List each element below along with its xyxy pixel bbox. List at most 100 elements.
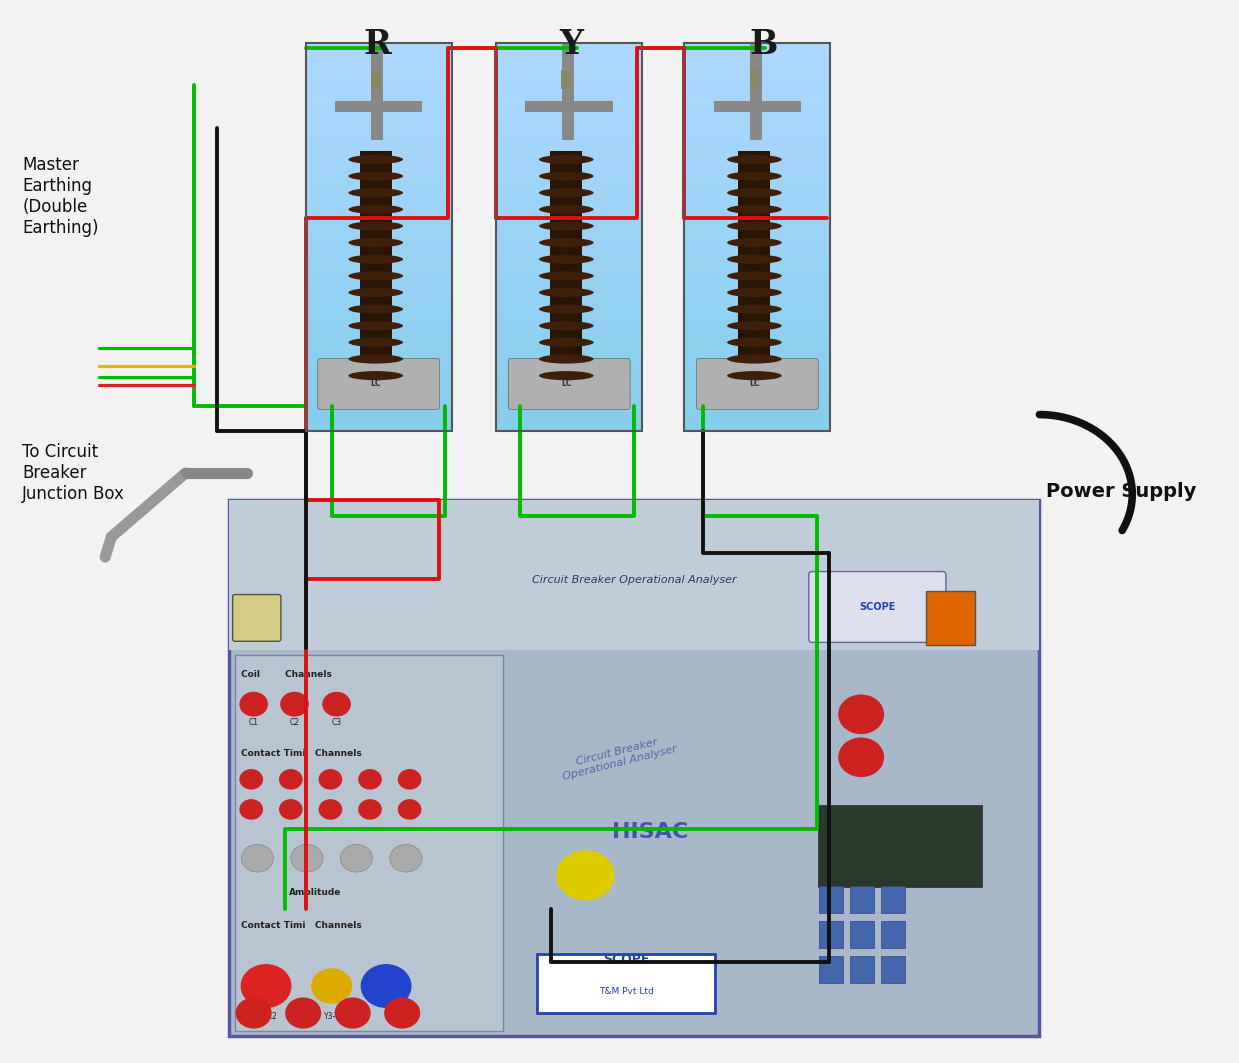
Circle shape: [323, 692, 351, 715]
Ellipse shape: [539, 255, 593, 264]
Bar: [497, 43, 642, 62]
Bar: [335, 101, 422, 113]
Bar: [684, 353, 830, 372]
Bar: [372, 43, 383, 139]
Ellipse shape: [727, 255, 782, 264]
Circle shape: [286, 998, 321, 1028]
Text: R: R: [363, 28, 392, 62]
Bar: [684, 82, 830, 101]
Ellipse shape: [539, 205, 593, 214]
Bar: [497, 237, 642, 256]
Ellipse shape: [727, 288, 782, 297]
Bar: [359, 151, 392, 384]
Text: Circuit Breaker Operational Analyser: Circuit Breaker Operational Analyser: [532, 575, 736, 585]
Ellipse shape: [539, 221, 593, 231]
Bar: [497, 43, 642, 431]
Bar: [370, 70, 380, 89]
Bar: [497, 334, 642, 353]
Ellipse shape: [348, 305, 403, 314]
Ellipse shape: [539, 305, 593, 314]
Ellipse shape: [727, 155, 782, 164]
Text: B: B: [750, 28, 778, 62]
Ellipse shape: [539, 171, 593, 181]
Bar: [750, 43, 762, 139]
Ellipse shape: [539, 288, 593, 297]
Ellipse shape: [539, 354, 593, 364]
Bar: [684, 120, 830, 139]
Ellipse shape: [348, 221, 403, 231]
Bar: [684, 198, 830, 217]
Ellipse shape: [727, 321, 782, 331]
Bar: [497, 392, 642, 411]
Text: Contact Timi   Channels: Contact Timi Channels: [242, 748, 362, 758]
Bar: [684, 217, 830, 237]
Bar: [684, 101, 830, 120]
Bar: [497, 139, 642, 159]
Bar: [229, 500, 1040, 1036]
Text: B3-B4: B3-B4: [385, 1012, 408, 1020]
Ellipse shape: [348, 188, 403, 198]
Bar: [497, 120, 642, 139]
Bar: [306, 43, 452, 431]
Ellipse shape: [348, 371, 403, 381]
Circle shape: [280, 799, 302, 819]
Bar: [497, 275, 642, 294]
Bar: [684, 179, 830, 198]
Bar: [684, 139, 830, 159]
Circle shape: [362, 965, 411, 1008]
Bar: [684, 237, 830, 256]
Ellipse shape: [348, 288, 403, 297]
Bar: [497, 411, 642, 431]
FancyBboxPatch shape: [696, 358, 818, 409]
Ellipse shape: [539, 371, 593, 381]
FancyBboxPatch shape: [809, 572, 945, 642]
Bar: [306, 43, 452, 431]
Ellipse shape: [348, 171, 403, 181]
Circle shape: [390, 844, 422, 872]
Bar: [497, 372, 642, 392]
Bar: [306, 82, 452, 101]
Bar: [684, 411, 830, 431]
Bar: [306, 139, 452, 159]
Text: LC: LC: [750, 379, 760, 388]
Circle shape: [281, 692, 309, 715]
Circle shape: [359, 799, 382, 819]
Text: Power Supply: Power Supply: [1046, 482, 1196, 501]
Ellipse shape: [348, 155, 403, 164]
Circle shape: [558, 850, 615, 899]
Bar: [306, 294, 452, 315]
Bar: [850, 957, 875, 982]
FancyBboxPatch shape: [317, 358, 440, 409]
Ellipse shape: [539, 271, 593, 281]
Circle shape: [385, 998, 420, 1028]
Bar: [306, 256, 452, 275]
Ellipse shape: [727, 338, 782, 347]
Text: Y: Y: [560, 28, 584, 62]
Bar: [306, 334, 452, 353]
Bar: [684, 43, 830, 431]
Bar: [306, 217, 452, 237]
Text: T&M Pvt Ltd: T&M Pvt Ltd: [598, 988, 653, 996]
Bar: [306, 101, 452, 120]
Bar: [684, 334, 830, 353]
Text: Coil        Channels: Coil Channels: [242, 670, 332, 678]
Ellipse shape: [727, 271, 782, 281]
Ellipse shape: [348, 255, 403, 264]
Bar: [306, 411, 452, 431]
Circle shape: [341, 844, 373, 872]
Circle shape: [839, 738, 883, 776]
Bar: [684, 315, 830, 334]
Circle shape: [242, 965, 291, 1008]
Bar: [497, 179, 642, 198]
Bar: [306, 198, 452, 217]
Bar: [497, 62, 642, 82]
Ellipse shape: [348, 338, 403, 347]
Bar: [306, 372, 452, 392]
Text: LC: LC: [561, 379, 571, 388]
Text: C1: C1: [249, 719, 259, 727]
Bar: [306, 392, 452, 411]
Bar: [684, 43, 830, 62]
Text: SCOPE: SCOPE: [603, 954, 649, 966]
Bar: [684, 392, 830, 411]
Bar: [497, 353, 642, 372]
